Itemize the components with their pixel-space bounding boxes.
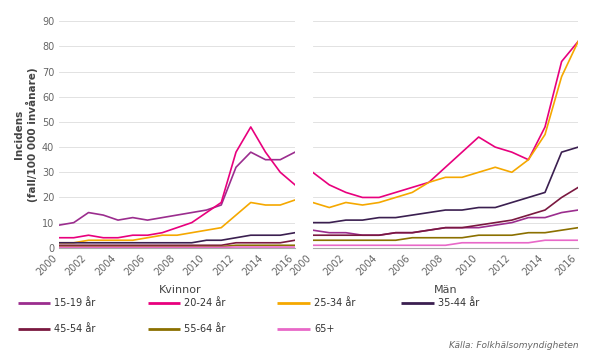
Text: 55-64 år: 55-64 år [184,324,225,333]
Text: 25-34 år: 25-34 år [314,298,355,308]
Text: 45-54 år: 45-54 år [54,324,96,333]
Text: 65+: 65+ [314,324,335,333]
Text: 15-19 år: 15-19 år [54,298,96,308]
Y-axis label: Incidens
(fall/100 000 invånare): Incidens (fall/100 000 invånare) [14,67,38,202]
Text: 35-44 år: 35-44 år [438,298,479,308]
Text: 20-24 år: 20-24 år [184,298,225,308]
Text: Män: Män [434,285,457,295]
Text: Kvinnor: Kvinnor [159,285,201,295]
Text: Källa: Folkhälsomyndigheten: Källa: Folkhälsomyndigheten [448,342,578,350]
